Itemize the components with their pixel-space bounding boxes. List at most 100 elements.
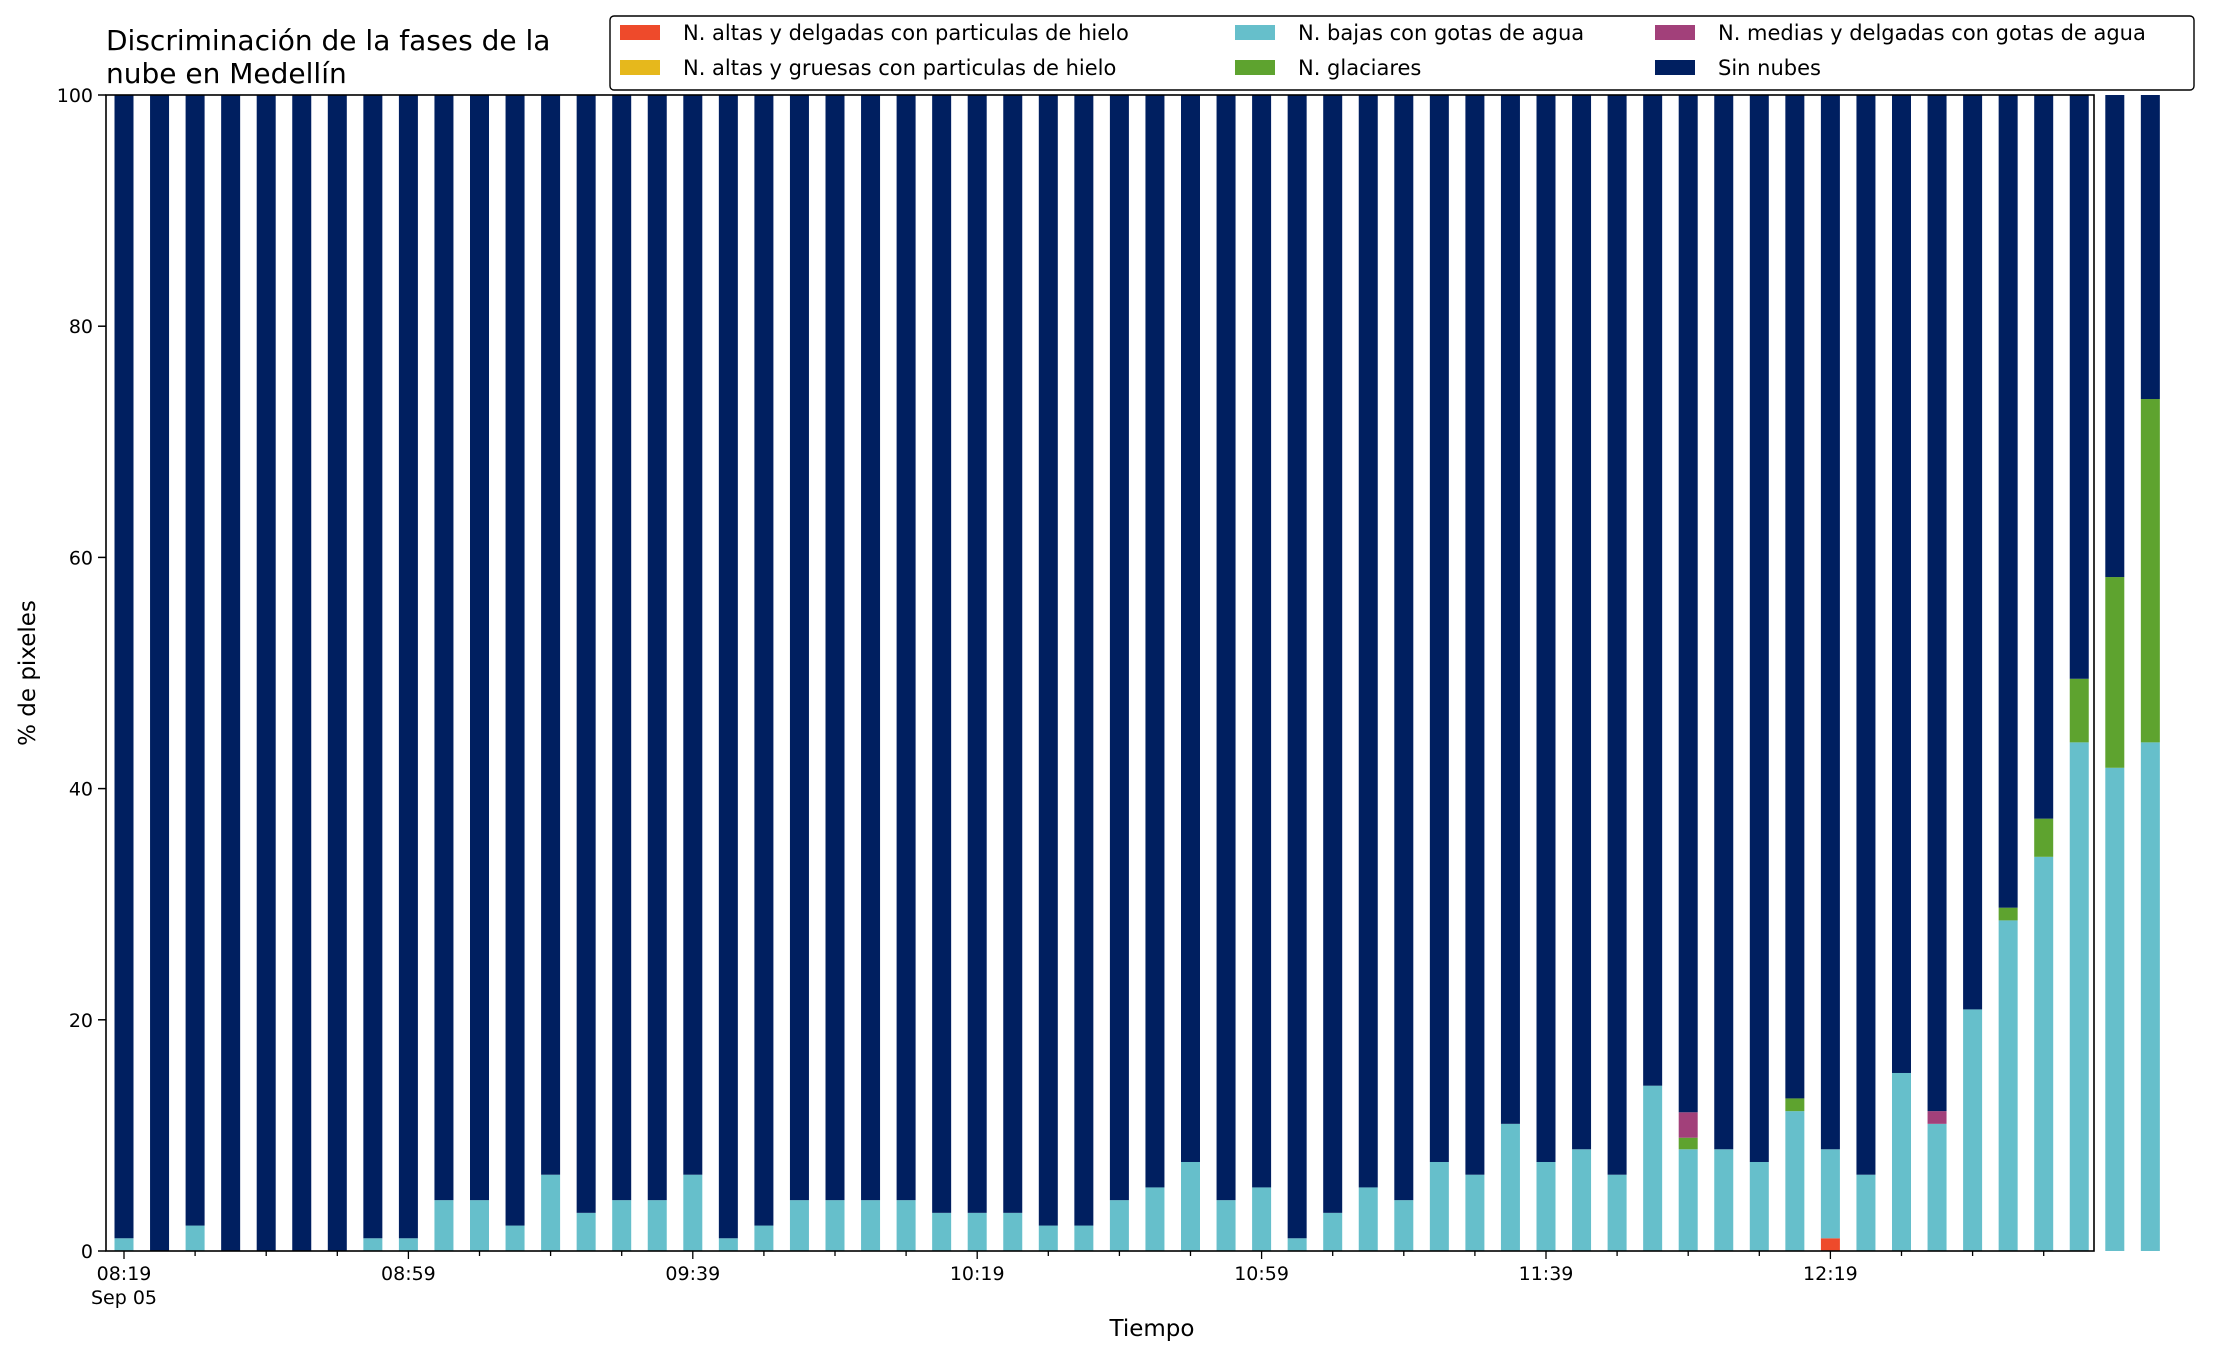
bar-segment: [1003, 95, 1023, 1213]
bar-segment: [114, 95, 134, 1239]
bar-segment: [2034, 856, 2054, 1251]
bar-segment: [1074, 95, 1094, 1226]
bar-segment: [1287, 95, 1307, 1239]
bar-segment: [2140, 399, 2160, 743]
legend-entry-label: N. glaciares: [1298, 56, 1421, 80]
bar-segment: [434, 1200, 454, 1251]
bar-segment: [1998, 95, 2018, 908]
bar-segment: [576, 95, 596, 1213]
bar-segment: [1607, 95, 1627, 1175]
legend-swatch: [1235, 60, 1275, 75]
legend-entry-label: N. altas y gruesas con particulas de hie…: [683, 56, 1116, 80]
bar-segment: [1500, 95, 1520, 1124]
bar-segment: [1394, 1200, 1414, 1251]
x-axis-label: Tiempo: [1109, 1316, 1195, 1342]
bar-segment: [2140, 95, 2160, 400]
bar-segment: [1998, 907, 2018, 921]
bar-segment: [256, 95, 276, 1251]
bar-segment: [1749, 95, 1769, 1162]
chart-title-line-2: nube en Medellín: [106, 57, 347, 90]
bar-segment: [2069, 742, 2089, 1251]
bar-segment: [470, 1200, 489, 1251]
bar-segment: [1678, 1137, 1698, 1150]
bar-segment: [647, 95, 667, 1201]
bar-segment: [825, 1200, 845, 1251]
bar-segment: [1678, 1149, 1698, 1251]
bar-segment: [861, 95, 881, 1201]
bar-segment: [1892, 1072, 1911, 1251]
bar-segment: [718, 95, 738, 1239]
bar-segment: [612, 1200, 632, 1251]
legend-box: [609, 15, 2195, 91]
bar-segment: [1038, 1225, 1058, 1251]
bar-segment: [1536, 95, 1556, 1162]
x-tick-label: 10:59: [1234, 1263, 1289, 1285]
bar-segment: [363, 95, 383, 1239]
bar-segment: [1181, 95, 1200, 1162]
bar-segment: [185, 95, 205, 1226]
y-tick-label: 100: [57, 85, 93, 107]
bar-segment: [1145, 95, 1165, 1188]
bar-segment: [363, 1238, 383, 1251]
bar-segment: [1749, 1161, 1769, 1251]
legend-entry-label: Sin nubes: [1718, 56, 1821, 80]
y-tick-label: 0: [81, 1241, 93, 1263]
bar-segment: [1500, 1123, 1520, 1251]
legend-swatch: [620, 25, 660, 40]
bar-segment: [2034, 818, 2054, 857]
bar-segment: [932, 95, 952, 1213]
x-tick-label: 08:59: [381, 1263, 436, 1285]
bar-segment: [185, 1225, 205, 1251]
bar-segment: [754, 1225, 774, 1251]
legend-swatch: [620, 60, 660, 75]
bar-segment: [505, 95, 525, 1226]
bar-segment: [1678, 1112, 1698, 1138]
bar-segment: [1358, 1187, 1378, 1251]
y-tick-label: 60: [69, 547, 93, 569]
bar-segment: [1358, 95, 1378, 1188]
y-axis-label: % de pixeles: [15, 600, 41, 746]
x-axis: 08:19 08:59 09:39 10:19 10:59 11:39 12:19 Sep 0…: [91, 1251, 2045, 1309]
bar-segment: [1323, 95, 1343, 1213]
bar-segment: [1323, 1212, 1343, 1251]
bar-segment: [2105, 577, 2125, 768]
bar-segment: [718, 1238, 738, 1251]
bar-segment: [1927, 1123, 1947, 1251]
chart-title: Discriminación de la fases de la nube en…: [106, 24, 550, 90]
legend-swatch: [1235, 25, 1275, 40]
y-tick-label: 40: [69, 779, 93, 801]
bar-segment: [1145, 1187, 1165, 1251]
bar-segment: [1998, 920, 2018, 1251]
bar-segment: [398, 95, 418, 1239]
bar-segment: [1429, 1161, 1449, 1251]
legend-swatch: [1655, 60, 1695, 75]
bar-segment: [1892, 95, 1911, 1073]
legend: N. altas y delgadas con particulas de hi…: [609, 15, 2195, 91]
bar-segment: [1785, 1098, 1805, 1112]
bar-segment: [1643, 95, 1663, 1086]
bar-segment: [825, 95, 845, 1201]
bar-segment: [683, 1174, 703, 1251]
bar-segment: [1465, 95, 1485, 1175]
bar-segment: [612, 95, 632, 1201]
bar-segment: [932, 1212, 952, 1251]
plot-frame: [105, 94, 2095, 1252]
x-tick-label: 12:19: [1803, 1263, 1858, 1285]
bar-segment: [505, 1225, 525, 1251]
x-tick-label: 08:19: [97, 1263, 152, 1285]
bar-segment: [1216, 95, 1236, 1201]
bar-segment: [114, 1238, 134, 1251]
bar-segment: [2069, 95, 2089, 679]
x-tick-date-label: Sep 05: [91, 1287, 157, 1309]
bar-segment: [1038, 95, 1058, 1226]
x-tick-label: 10:19: [950, 1263, 1005, 1285]
bar-segment: [754, 95, 774, 1226]
bar-segment: [1856, 1174, 1876, 1251]
bar-segment: [1963, 95, 1983, 1010]
bar-segment: [541, 95, 561, 1175]
bar-segment: [327, 95, 347, 1251]
bar-segment: [1216, 1200, 1236, 1251]
bar-segment: [861, 1200, 881, 1251]
bar-segment: [576, 1212, 596, 1251]
bar-segment: [1181, 1161, 1200, 1251]
